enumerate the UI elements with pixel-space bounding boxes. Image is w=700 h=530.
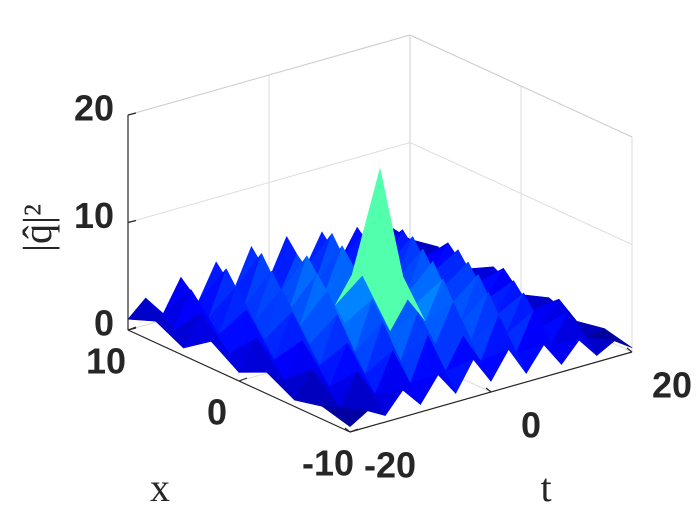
z-tick-label: 0 (94, 303, 114, 344)
z-tick-label: 10 (74, 195, 114, 236)
x-tick-label: 0 (207, 392, 227, 433)
tick-mark (626, 347, 633, 353)
t-tick-label: -20 (364, 445, 416, 486)
tick-mark (344, 427, 351, 433)
surface-patch (321, 406, 368, 427)
tick-mark (238, 377, 248, 382)
tick-mark (349, 428, 359, 433)
axis-line (409, 34, 633, 138)
x-axis-label: x (150, 465, 170, 510)
tick-mark (127, 219, 137, 224)
t-tick-label: 0 (521, 405, 541, 446)
tick-mark (127, 326, 137, 331)
grid-line (127, 34, 633, 138)
z-tick-label: 20 (74, 88, 114, 129)
axis-line (127, 34, 411, 116)
z-axis-label: |q̂|² (15, 204, 60, 252)
tick-mark (127, 112, 137, 116)
x-tick-label: 10 (86, 341, 126, 382)
tick-mark (485, 387, 492, 393)
t-tick-label: 20 (652, 365, 692, 406)
x-tick-label: -10 (302, 443, 354, 484)
t-axis-label: t (540, 465, 551, 510)
